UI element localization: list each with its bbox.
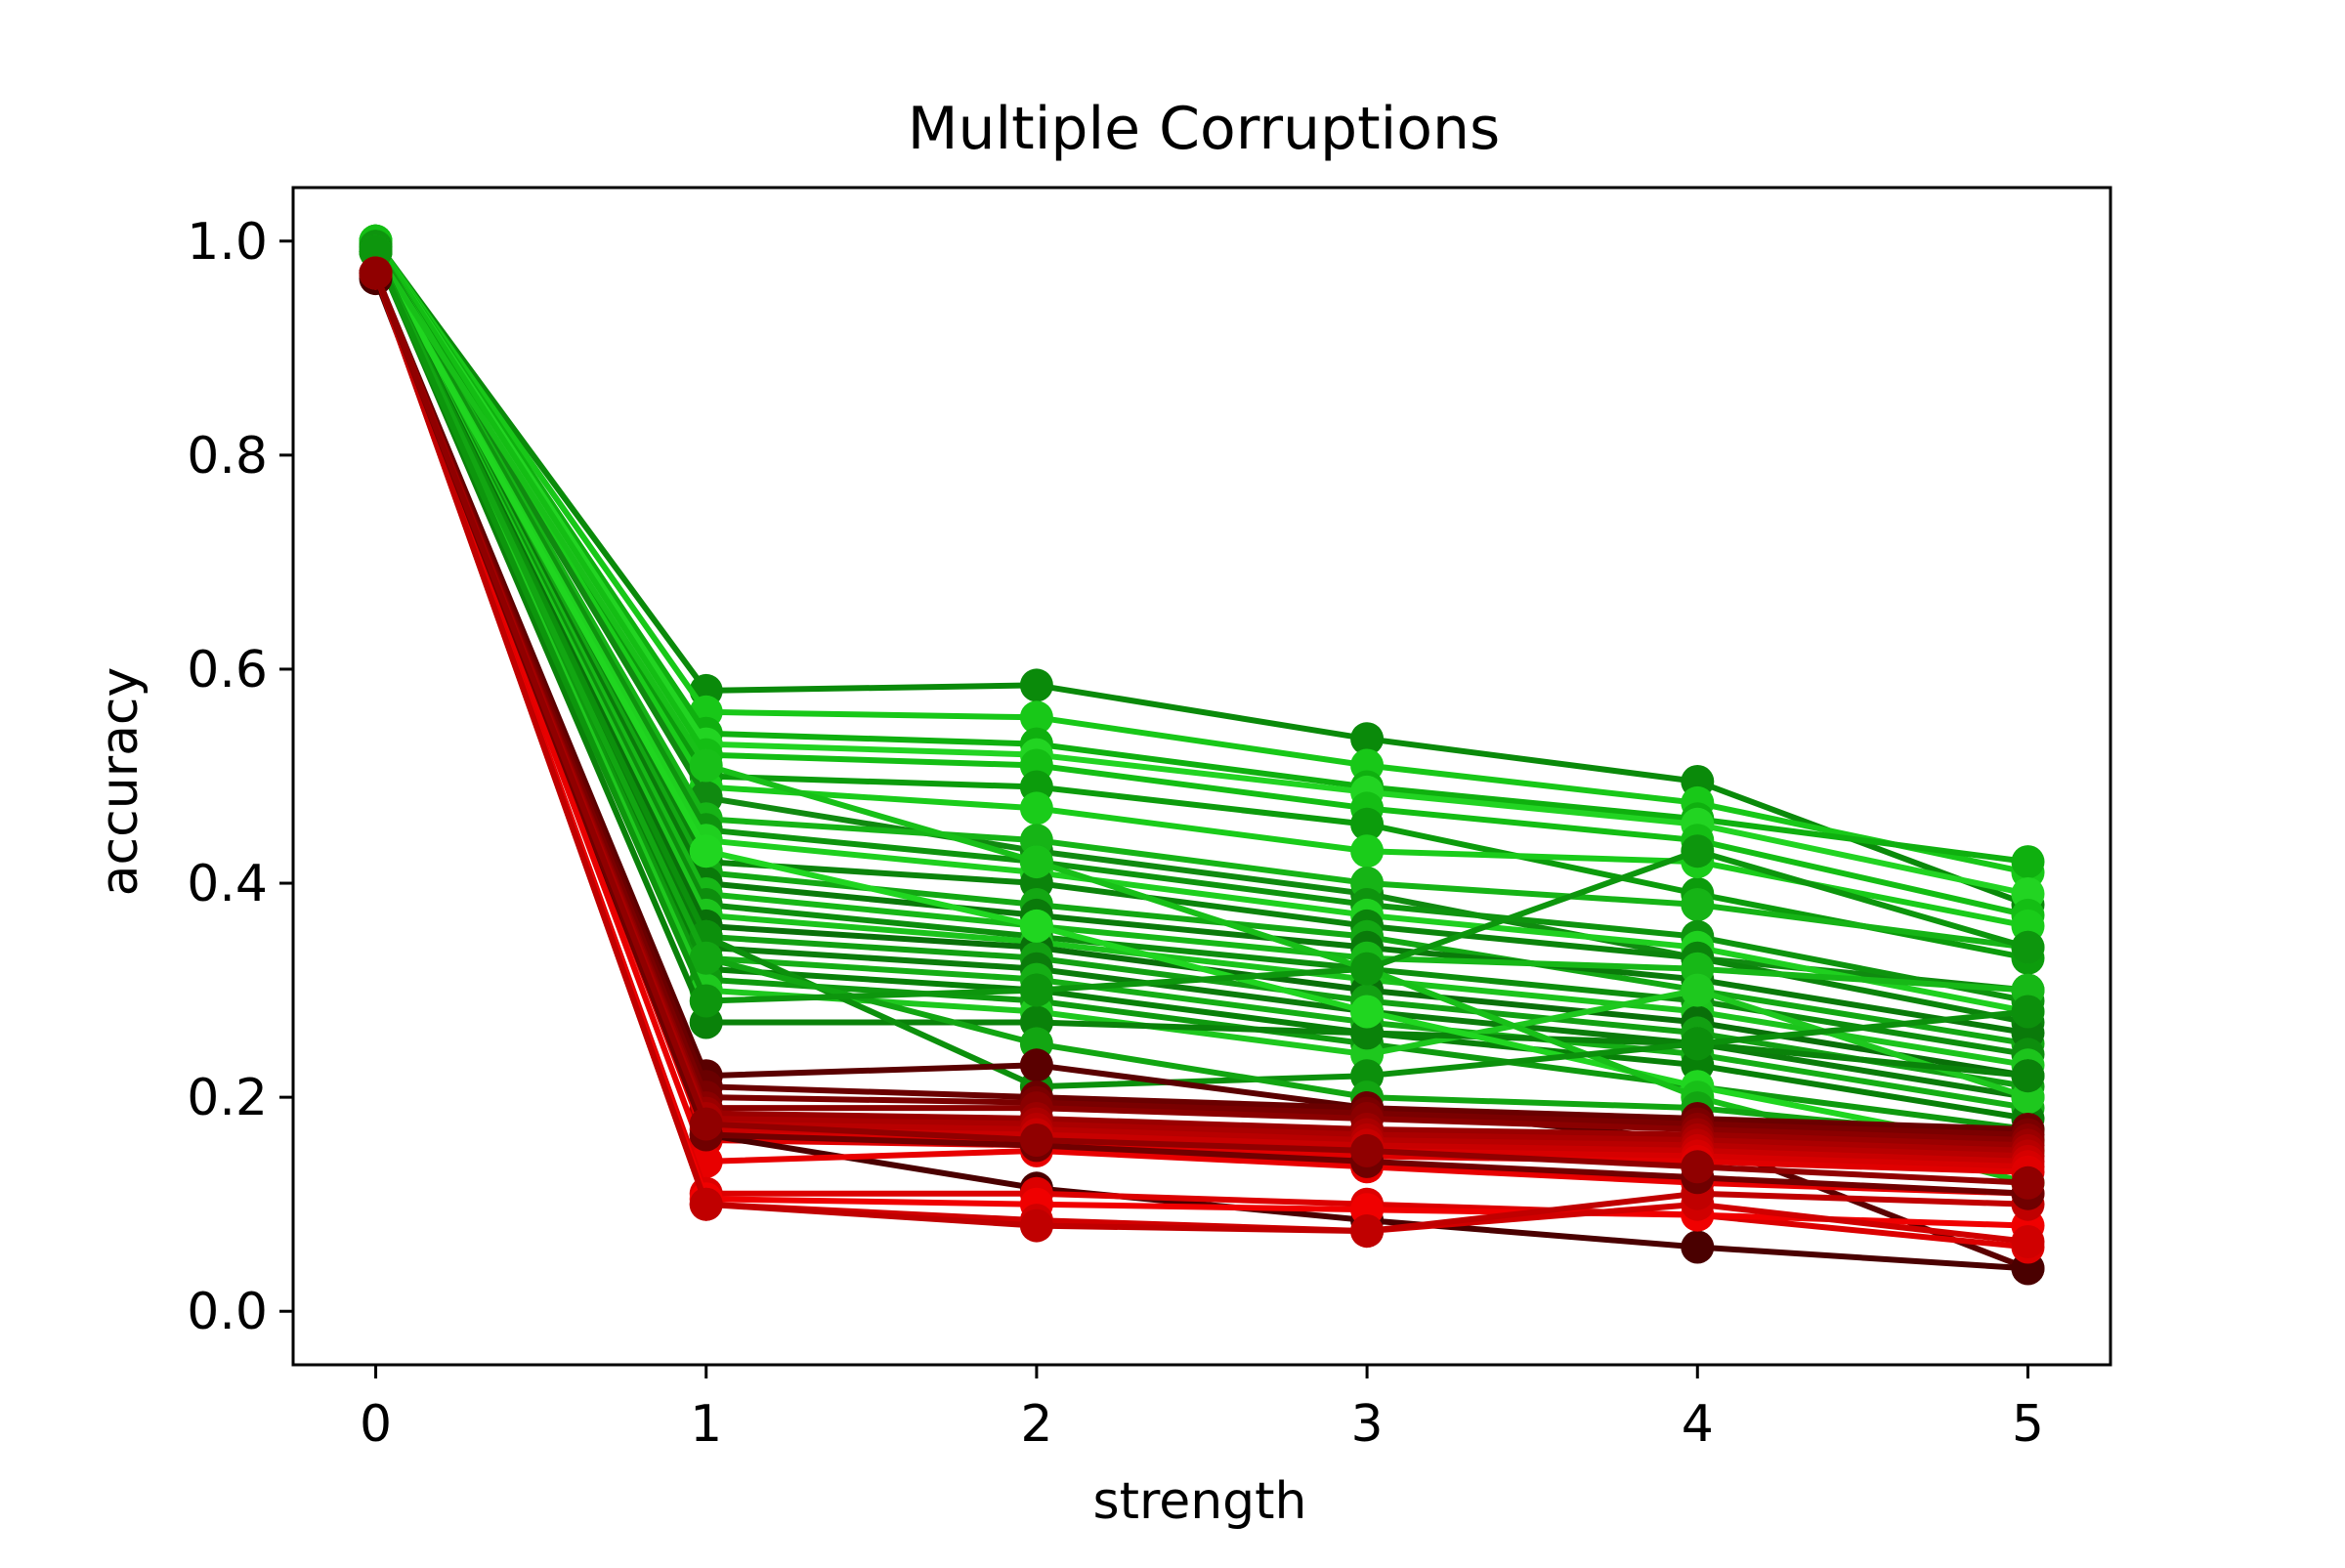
series-line <box>372 237 2031 866</box>
series-line <box>372 248 2031 1047</box>
x-tick-label: 4 <box>1682 1395 1714 1454</box>
data-point <box>1019 973 1053 1007</box>
data-point <box>1350 952 1385 986</box>
y-tick-label: 1.0 <box>187 213 268 272</box>
y-tick-label: 0.6 <box>187 641 268 699</box>
data-point <box>1019 1048 1053 1082</box>
chart-title: Multiple Corruptions <box>908 95 1501 163</box>
x-axis-label: strength <box>1092 1472 1306 1531</box>
data-point <box>1019 1123 1053 1157</box>
series-line <box>372 243 2031 961</box>
data-point <box>689 941 723 975</box>
data-point <box>2011 845 2045 879</box>
series-line <box>372 270 2031 1138</box>
data-point <box>1681 888 1715 921</box>
data-point <box>2011 1225 2045 1258</box>
series-line <box>372 248 2031 994</box>
y-tick-label: 0.8 <box>187 427 268 486</box>
y-tick-label: 0.2 <box>187 1069 268 1127</box>
y-tick-label: 0.4 <box>187 855 268 913</box>
x-tick-label: 1 <box>690 1395 722 1454</box>
data-point <box>1350 722 1385 756</box>
series-line <box>372 248 2031 1101</box>
data-point <box>1019 845 1053 879</box>
data-point <box>2011 1059 2045 1093</box>
data-point <box>1019 909 1053 943</box>
data-point <box>689 1187 723 1221</box>
series-line <box>372 248 2031 1090</box>
series-line <box>372 248 2031 1069</box>
series-line <box>372 270 2031 1197</box>
series-layer <box>359 224 2045 1286</box>
series-30 <box>359 234 2045 1018</box>
series-line <box>372 248 2031 1015</box>
x-tick-label: 3 <box>1351 1395 1384 1454</box>
series-line <box>372 248 2031 1143</box>
series-line <box>372 237 2031 876</box>
series-line <box>372 243 2031 994</box>
data-point <box>1350 834 1385 869</box>
data-point <box>1019 1208 1053 1243</box>
data-point <box>1019 668 1053 702</box>
series-line <box>372 270 2031 1235</box>
series-line <box>372 243 2031 929</box>
series-line <box>372 248 2031 1154</box>
series-line <box>372 248 2031 1004</box>
data-point <box>1350 995 1385 1029</box>
series-line <box>372 270 2031 1197</box>
data-point <box>1350 1214 1385 1249</box>
x-tick-label: 2 <box>1020 1395 1052 1454</box>
x-tick-label: 0 <box>360 1395 392 1454</box>
data-point <box>689 1107 723 1141</box>
data-point <box>689 984 723 1018</box>
data-point <box>1019 791 1053 826</box>
data-point <box>1019 700 1053 735</box>
data-point <box>359 256 393 290</box>
series-line <box>372 243 2031 951</box>
y-axis: 0.0 0.2 0.4 0.6 0.8 1.0 <box>187 213 293 1341</box>
y-tick-label: 0.0 <box>187 1283 268 1341</box>
series-line <box>372 237 2031 918</box>
series-line <box>372 248 2031 1026</box>
data-point <box>1681 1150 1715 1184</box>
data-point <box>2011 1165 2045 1200</box>
series-line <box>372 248 2031 1132</box>
series-line <box>372 248 2031 1122</box>
data-point <box>1681 1230 1715 1264</box>
series-line <box>372 243 2031 1004</box>
series-48 <box>359 256 2045 1200</box>
data-point <box>1350 807 1385 841</box>
series-line <box>372 270 2031 1186</box>
series-line <box>372 270 2031 1132</box>
series-line <box>372 248 2031 1037</box>
series-line <box>372 248 2031 1101</box>
data-point <box>689 748 723 783</box>
data-point <box>689 834 723 869</box>
data-point <box>1681 973 1715 1007</box>
data-point <box>2011 930 2045 964</box>
x-tick-label: 5 <box>2012 1395 2044 1454</box>
data-point <box>1681 834 1715 869</box>
data-point <box>2011 995 2045 1029</box>
series-line <box>372 237 2031 897</box>
y-axis-label: accuracy <box>91 667 149 897</box>
series-line <box>372 248 2031 1080</box>
x-axis: 0 1 2 3 4 5 <box>360 1365 2044 1454</box>
series-line <box>372 237 2031 908</box>
data-point <box>1681 1027 1715 1061</box>
data-point <box>1350 1133 1385 1167</box>
plot-frame <box>291 186 2112 1367</box>
